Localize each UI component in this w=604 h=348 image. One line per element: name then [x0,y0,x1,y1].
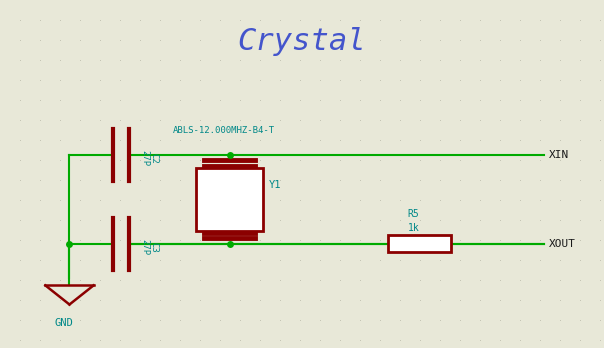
Text: 27P: 27P [140,239,149,255]
Text: XIN: XIN [548,150,569,160]
Text: XOUT: XOUT [548,239,576,248]
Text: GND: GND [54,318,73,329]
Bar [388,235,451,252]
Text: 27P: 27P [140,150,149,166]
Bar [196,168,263,231]
Text: C3: C3 [150,242,159,252]
Text: R5: R5 [408,209,420,219]
Text: Crystal: Crystal [238,27,366,56]
Text: C2: C2 [150,153,159,164]
Text: 1k: 1k [408,223,420,233]
Text: Y1: Y1 [269,180,281,190]
Text: ABLS-12.000MHZ-B4-T: ABLS-12.000MHZ-B4-T [172,126,275,135]
